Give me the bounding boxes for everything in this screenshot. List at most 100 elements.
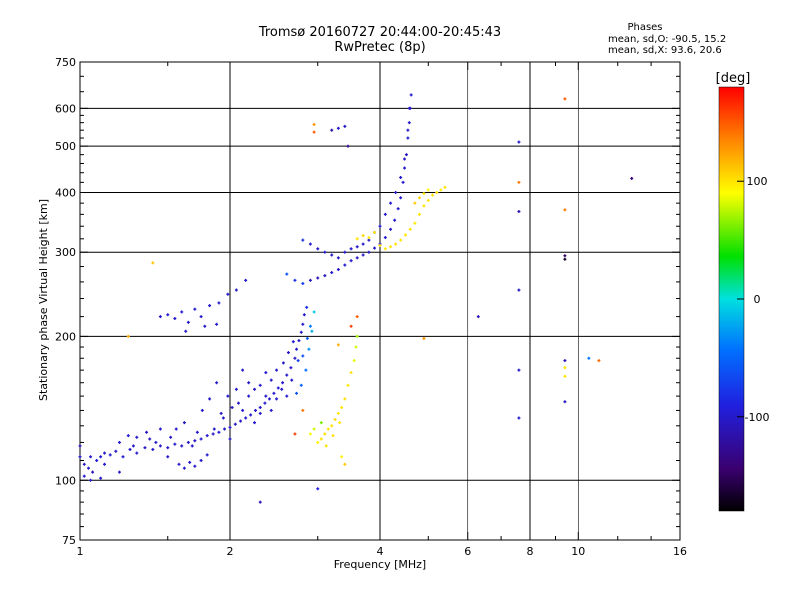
data-point [199,315,203,319]
data-point [422,336,426,340]
data-point [89,478,93,482]
data-point [330,128,334,132]
x-axis-label: Frequency [MHz] [334,558,426,571]
data-point [280,387,284,391]
colorbar-tick-label: 0 [754,293,761,306]
data-point [316,247,320,251]
data-point [330,424,334,428]
data-point [258,500,262,504]
data-point [312,427,316,431]
data-point [205,453,209,457]
data-point [393,218,397,222]
data-point [307,347,311,351]
data-point [355,334,359,338]
data-point [517,416,521,420]
data-point [349,259,353,263]
data-point [563,97,567,101]
data-point [186,440,190,444]
data-point [396,207,400,211]
y-axis-label: Stationary phase Virtual Height [km] [37,199,50,401]
data-point [253,408,257,412]
data-point [117,470,121,474]
data-point [394,242,398,246]
data-point [230,405,234,409]
data-point [223,427,227,431]
data-point [89,455,93,459]
data-point [296,359,300,363]
data-point [285,272,289,276]
data-point [319,421,323,425]
data-point [343,263,347,267]
colorbar-ticks: 100 0 -100 [737,175,769,424]
data-point [193,464,197,468]
data-point [258,411,262,415]
data-point [563,208,567,212]
data-point [361,242,365,246]
data-point [154,440,158,444]
data-point [269,378,273,382]
data-point [188,460,192,464]
data-point [333,418,337,422]
data-point [103,451,107,455]
data-point [563,374,567,378]
data-point [166,313,170,317]
data-point [215,322,219,326]
data-point [361,234,365,238]
data-point [158,315,162,319]
data-point [367,250,371,254]
data-point [193,307,197,311]
data-point [290,378,294,382]
data-point [217,430,221,434]
data-point [331,434,335,438]
data-point [203,324,207,328]
data-point [340,455,344,459]
data-point [563,400,567,404]
data-point [422,192,426,196]
data-point [190,444,194,448]
colorbar-tick-label: -100 [745,411,770,424]
chart-subtitle: RwPretec (8p) [334,40,426,55]
data-point [426,188,430,192]
data-point [308,324,312,328]
data-point [199,458,203,462]
data-point [226,394,230,398]
data-point [346,144,350,148]
x-tick-label: 2 [227,545,234,558]
data-point [349,247,353,251]
data-point [406,136,410,140]
data-point [403,233,407,237]
data-point [336,268,340,272]
data-point [378,243,382,247]
data-point [241,368,245,372]
data-point [82,462,86,466]
data-point [291,340,295,344]
data-point [304,368,308,372]
data-point [343,124,347,128]
data-point [389,245,393,249]
data-point [275,368,279,372]
data-point [422,204,426,208]
data-point [228,437,232,441]
data-point [239,419,243,423]
data-point [336,411,340,415]
data-point [193,439,197,443]
data-point [286,351,290,355]
data-point [244,278,248,282]
data-point [476,315,480,319]
data-point [295,391,299,395]
data-point [272,391,276,395]
data-point [435,190,439,194]
data-point [316,440,320,444]
data-point [330,253,334,257]
data-point [336,126,340,130]
data-point [135,435,139,439]
data-point [276,386,280,390]
data-point [346,383,350,387]
data-point [285,373,289,377]
phase-stats-o-mode: mean, sd,O: -90.5, 15.2 [608,34,727,45]
data-point [443,185,447,189]
data-point [316,276,320,280]
data-point [517,368,521,372]
phase-stats-x-mode: mean, sd,X: 93.6, 20.6 [608,45,722,56]
data-point [349,324,353,328]
